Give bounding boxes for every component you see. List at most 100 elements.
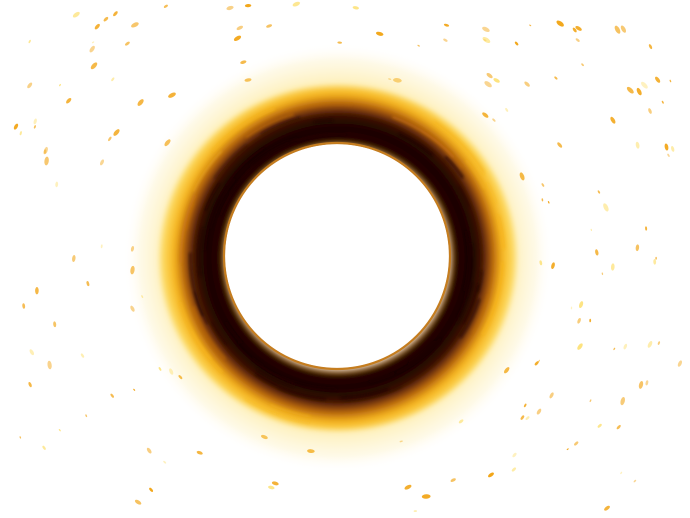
ring-streak (213, 144, 248, 179)
ring-inner-edge (222, 141, 452, 371)
speckle (577, 343, 583, 350)
speckle (124, 41, 130, 46)
speckle (581, 63, 584, 67)
speckle (133, 388, 136, 391)
speckle (636, 87, 642, 96)
ring-streak (192, 150, 222, 192)
speckle (505, 107, 509, 112)
speckle (626, 86, 634, 94)
speckle (417, 44, 420, 47)
speckle (575, 38, 580, 42)
ring-streak (256, 367, 295, 389)
speckle (520, 415, 525, 420)
speckle (271, 481, 279, 486)
ring-streak (398, 133, 433, 157)
speckle (113, 11, 118, 17)
speckle (534, 361, 539, 366)
speckle (547, 200, 550, 204)
speckle (375, 31, 384, 36)
ring-streak (471, 294, 489, 333)
speckle (443, 23, 450, 27)
ring-streak (456, 281, 474, 324)
speckle (655, 76, 661, 83)
speckle (134, 499, 142, 505)
ring-streak (197, 227, 205, 278)
speckle (72, 11, 80, 18)
ring-streak (179, 194, 197, 264)
speckle (638, 380, 644, 389)
speckle (59, 83, 61, 87)
ring-streak (225, 147, 265, 186)
speckle (19, 436, 22, 439)
speckle (677, 360, 683, 367)
speckle (529, 24, 532, 27)
ring-streak (277, 386, 326, 401)
speckle (667, 153, 670, 157)
speckle (554, 76, 558, 80)
speckle (27, 82, 33, 89)
ring-streaks (178, 103, 506, 424)
ring-streak (209, 178, 236, 229)
speckle (90, 62, 98, 70)
ring-streak (463, 283, 480, 324)
speckle (42, 445, 46, 450)
speckle (488, 472, 494, 478)
speckle (661, 100, 664, 104)
speckle (240, 60, 247, 64)
speckle (55, 181, 59, 188)
speckle (620, 471, 623, 475)
speckle (58, 429, 61, 432)
speckle (80, 353, 85, 358)
speckle (94, 23, 100, 30)
speckle (589, 318, 592, 323)
speckle (233, 35, 242, 41)
speckle (163, 4, 168, 8)
speckle (671, 145, 675, 152)
speckle (19, 131, 22, 136)
ring-streak (229, 154, 271, 195)
ring-streak (497, 215, 506, 250)
ring-streak (260, 116, 301, 135)
ring-streak (286, 103, 352, 114)
speckle (86, 281, 90, 287)
speckle (131, 22, 139, 28)
ring-streak (465, 159, 486, 190)
ring-streak (433, 119, 485, 173)
speckle (525, 416, 530, 420)
speckle (43, 149, 47, 155)
speckle (616, 424, 621, 430)
speckle (601, 272, 604, 276)
speckle (22, 303, 26, 309)
speckle (100, 244, 103, 249)
speckle (541, 183, 545, 187)
speckle (669, 79, 672, 83)
speckle (610, 263, 615, 271)
speckle (413, 510, 417, 512)
speckle (33, 118, 37, 125)
ring-streak (464, 242, 474, 299)
speckle (633, 479, 637, 483)
speckle (635, 141, 640, 149)
speckle (566, 448, 569, 451)
speckle (623, 343, 628, 350)
speckle (613, 347, 616, 351)
speckle (146, 447, 152, 454)
ring-streak (245, 113, 294, 138)
ring-streak (457, 185, 470, 208)
speckle (44, 156, 49, 166)
speckle (603, 203, 609, 212)
speckle (653, 259, 657, 265)
ring-streak (269, 403, 311, 418)
speckle (66, 97, 72, 104)
speckle (421, 494, 431, 499)
speckle (110, 393, 114, 398)
speckle (574, 441, 579, 446)
speckle (523, 403, 527, 408)
speckle (512, 452, 517, 458)
speckle (664, 143, 669, 151)
ring-streak (339, 387, 389, 400)
speckle (645, 226, 648, 231)
speckle (648, 108, 652, 114)
ring-streak (369, 372, 396, 383)
